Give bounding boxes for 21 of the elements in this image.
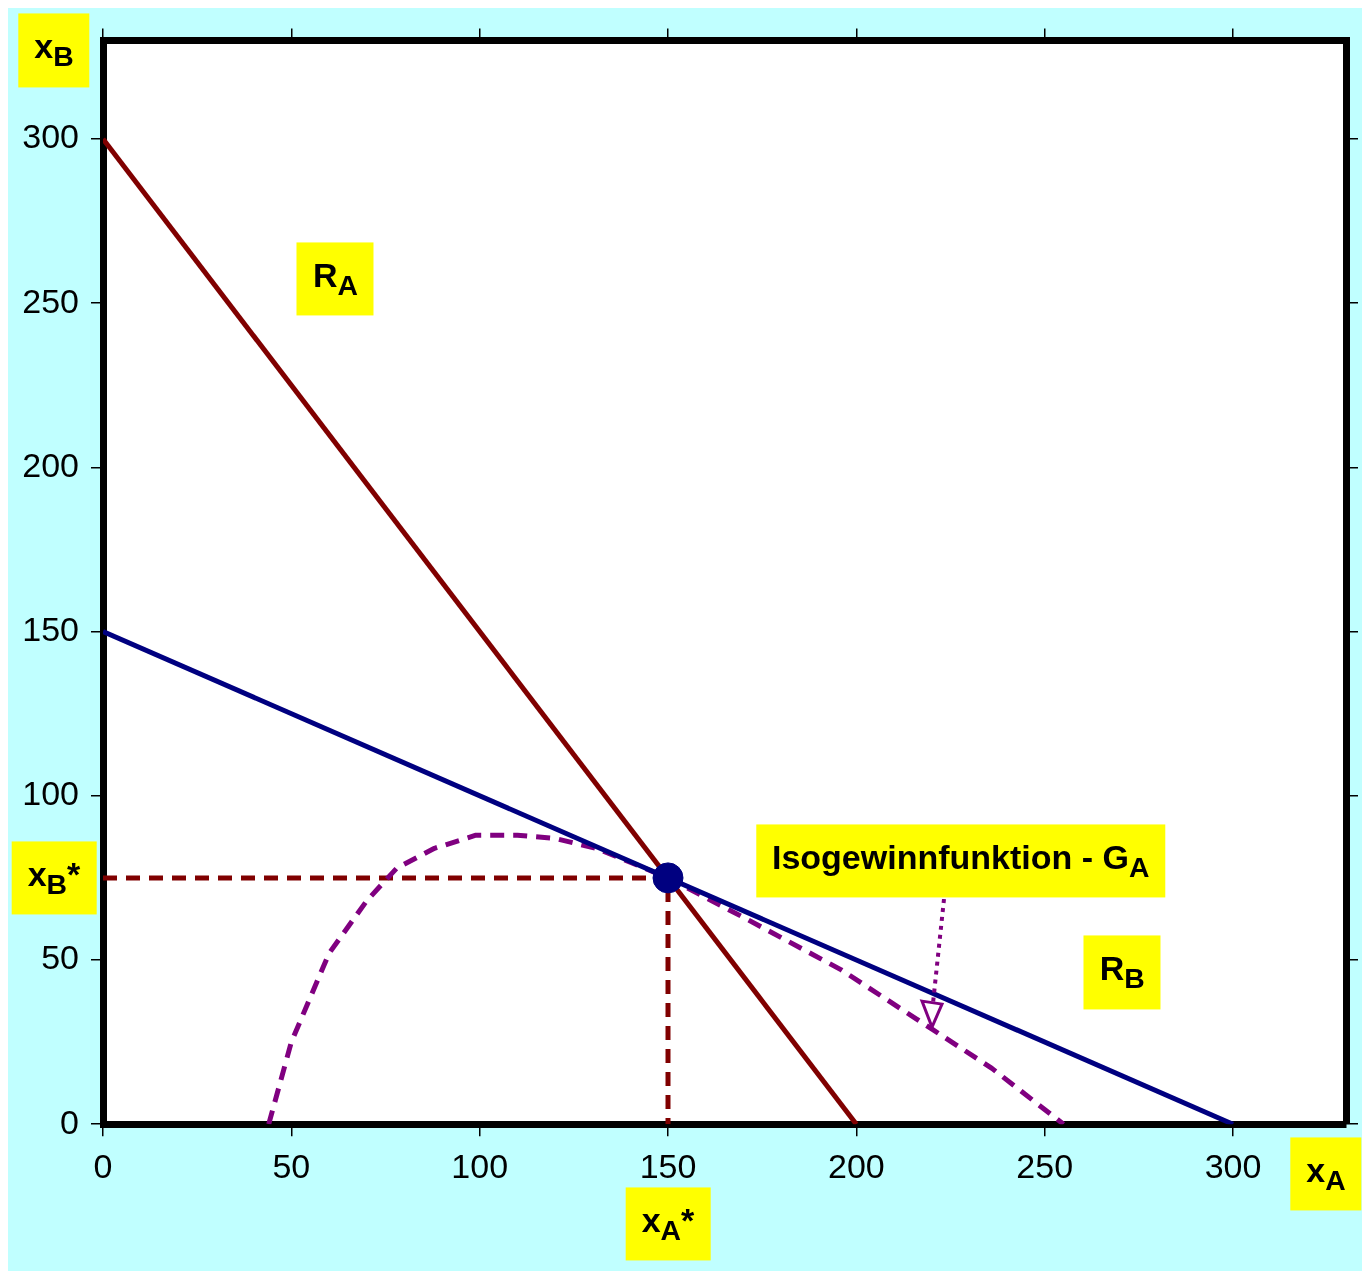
x-tick-label: 300 [1204, 1146, 1262, 1185]
y-tick-label: 50 [41, 938, 79, 977]
annotation: R$_{B}$ [1083, 935, 1161, 1010]
x-axis-title: x$_{A}$ [1290, 1137, 1362, 1211]
x-tick-label: 200 [827, 1146, 885, 1185]
y-tick-label: 250 [22, 281, 79, 320]
y-tick-label: 150 [22, 609, 79, 648]
y-tick-label: 100 [22, 774, 79, 813]
y-axis-title: x$_{B}$ [18, 13, 90, 87]
x-tick-label: 100 [451, 1146, 509, 1185]
annotation: x$_{B}$* [11, 841, 97, 915]
x-tick-label: 250 [1016, 1146, 1074, 1185]
annotation: x$_{A}$* [625, 1187, 711, 1261]
y-tick-label: 200 [22, 445, 79, 484]
y-tick-label: 300 [22, 117, 79, 156]
annotation: Isogewinnfunktion - G$_{A}$ [755, 824, 1166, 898]
y-tick-label: 0 [60, 1102, 79, 1141]
x-tick-label: 0 [93, 1146, 113, 1185]
x-tick-label: 50 [272, 1146, 311, 1185]
x-tick-label: 150 [639, 1146, 697, 1185]
annotation: R$_{A}$ [296, 242, 374, 316]
